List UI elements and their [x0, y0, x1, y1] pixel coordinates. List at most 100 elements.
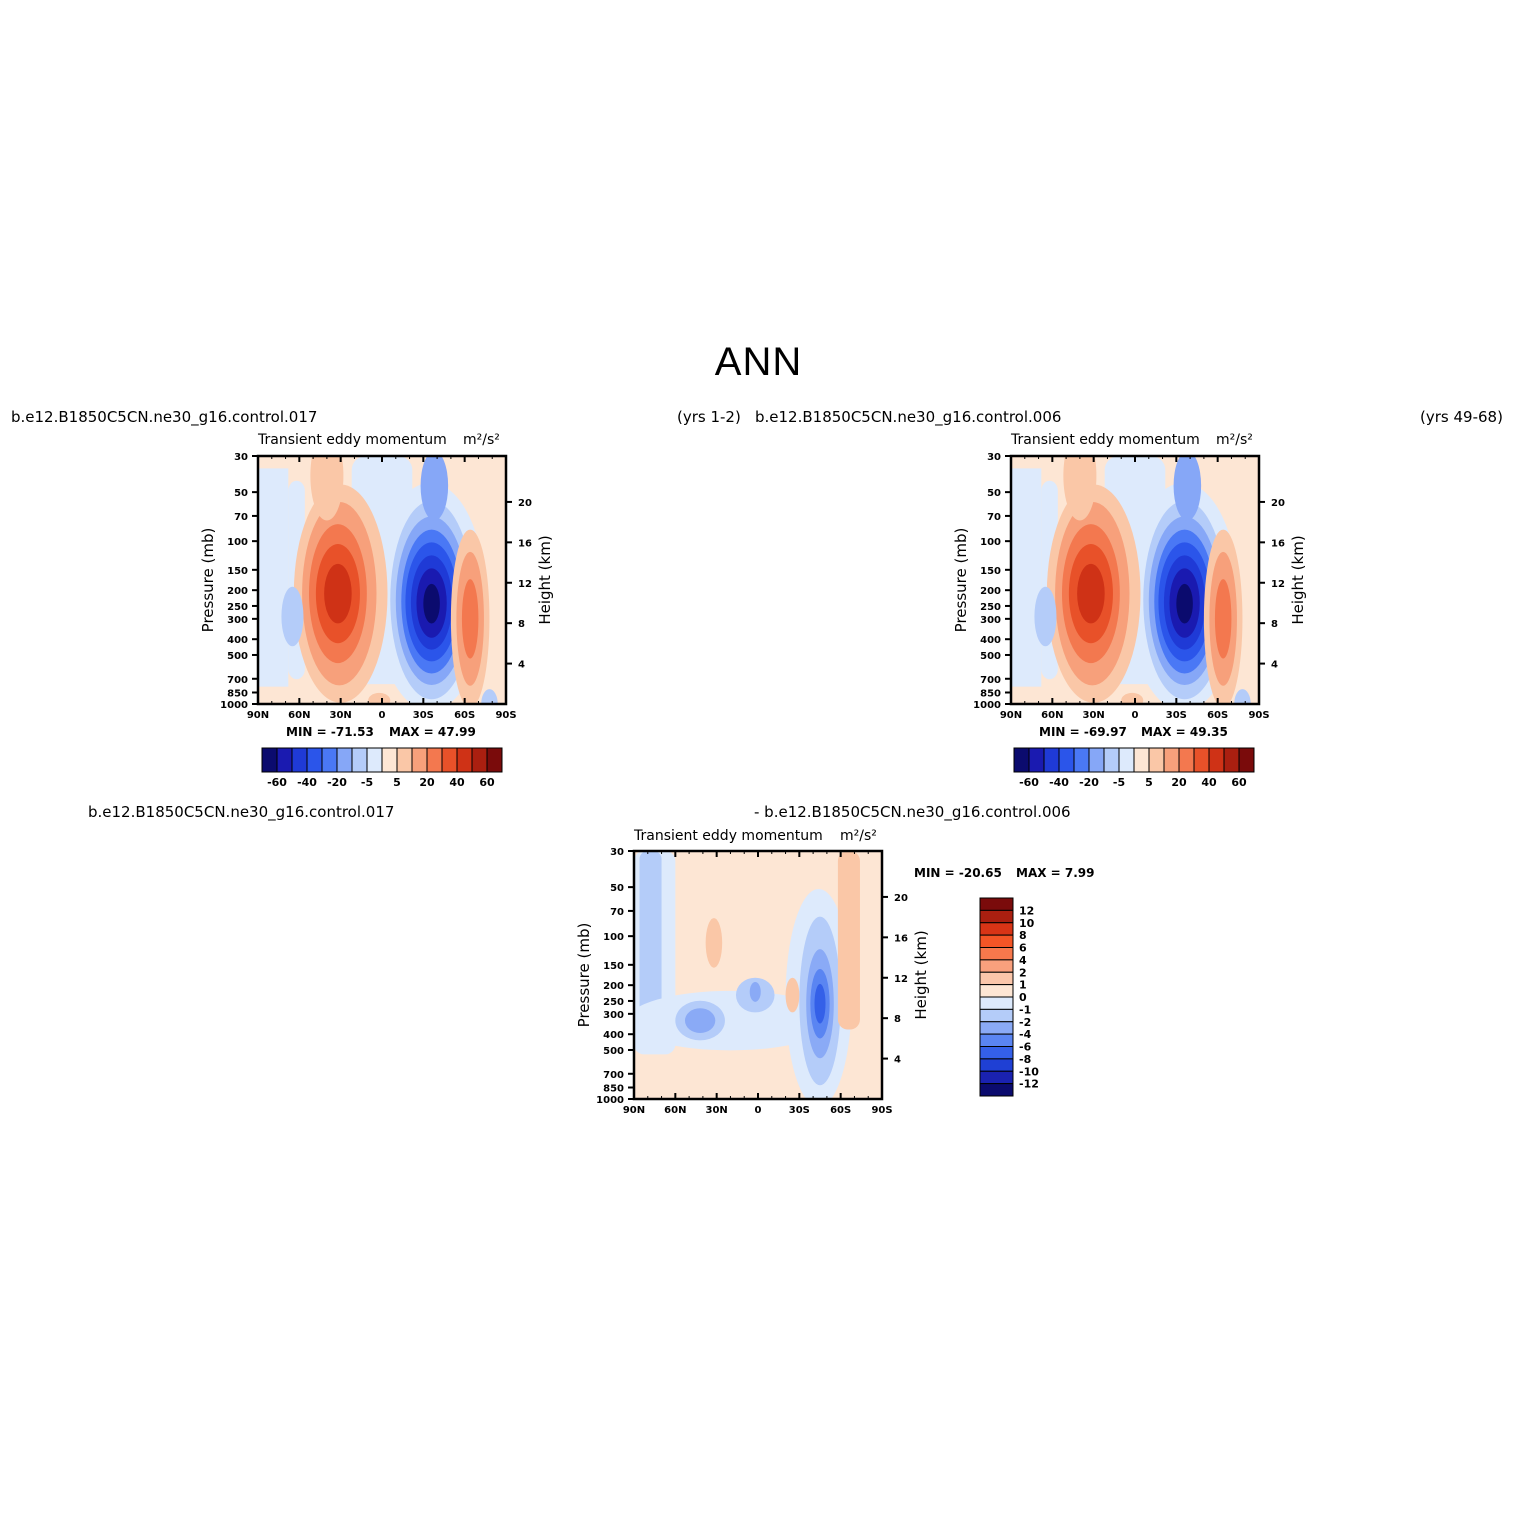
y-tick-label: 850: [980, 689, 1001, 700]
colorbar-box: [1073, 747, 1090, 773]
colorbar-box: [979, 934, 1014, 948]
colorbar-label: 5: [1145, 776, 1153, 789]
positive-contour: [705, 918, 723, 968]
colorbar-label: 40: [1201, 776, 1217, 789]
y-tick-label: 1000: [220, 700, 248, 711]
colorbar-box: [979, 959, 1014, 973]
colorbar-label: 20: [419, 776, 435, 789]
max-label-1: MAX = 47.99: [389, 725, 476, 739]
colorbar-label: -60: [267, 776, 287, 789]
x-tick-label: 90N: [247, 710, 269, 721]
colorbar-box: [426, 747, 443, 773]
y-tick-label: 500: [980, 651, 1001, 662]
x-tick-label: 90N: [1000, 710, 1022, 721]
y-tick-label: 300: [980, 615, 1001, 626]
y-right-tick-label: 16: [518, 538, 532, 549]
y-right-tick-label: 8: [518, 619, 525, 630]
y-tick-label: 200: [603, 981, 624, 992]
variable-label-2: Transient eddy momentum: [1011, 432, 1200, 448]
colorbar-box: [351, 747, 368, 773]
case-label-left-1: b.e12.B1850C5CN.ne30_g16.control.017: [11, 408, 318, 426]
colorbar-box: [276, 747, 293, 773]
colorbar-label: 10: [1019, 917, 1035, 930]
colorbar-box: [1163, 747, 1180, 773]
negative-contour: [749, 981, 761, 1002]
colorbar-box: [471, 747, 488, 773]
colorbar-box: [979, 1046, 1014, 1060]
colorbar-box: [1088, 747, 1105, 773]
colorbar-label: -6: [1019, 1041, 1032, 1054]
units-label-1: m²/s²: [463, 432, 500, 448]
colorbar-box: [979, 922, 1014, 936]
x-tick-label: 90S: [495, 710, 516, 721]
y-tick-label: 400: [603, 1030, 624, 1041]
y-tick-label: 30: [610, 847, 624, 858]
max-label-3: MAX = 7.99: [1016, 866, 1095, 880]
y-right-axis-label: Height (km): [536, 535, 554, 624]
colorbar-label: 12: [1019, 904, 1034, 917]
colorbar-label: -5: [361, 776, 373, 789]
positive-contour: [837, 851, 860, 1030]
y-tick-label: 250: [980, 602, 1001, 613]
colorbar-label: -5: [1113, 776, 1125, 789]
case-label-right-2: (yrs 49-68): [1420, 408, 1503, 426]
y-tick-label: 50: [610, 883, 624, 894]
y-right-tick-label: 12: [518, 579, 532, 590]
y-right-tick-label: 8: [1271, 619, 1278, 630]
y-right-axis-label: Height (km): [1289, 535, 1307, 624]
colorbar-box: [366, 747, 383, 773]
colorbar-box: [979, 947, 1014, 961]
negative-contour: [481, 689, 498, 704]
y-tick-label: 100: [227, 537, 248, 548]
colorbar-box: [336, 747, 353, 773]
positive-contour: [324, 563, 352, 624]
y-tick-label: 850: [603, 1084, 624, 1095]
y-tick-label: 150: [227, 566, 248, 577]
positive-contour: [1121, 692, 1144, 704]
y-tick-label: 50: [987, 488, 1001, 499]
colorbar-label: 0: [1019, 991, 1027, 1004]
colorbar-box: [979, 897, 1014, 911]
y-right-tick-label: 20: [894, 893, 908, 904]
y-tick-label: 300: [227, 615, 248, 626]
min-label-3: MIN = -20.65: [914, 866, 1002, 880]
x-tick-label: 0: [755, 1105, 762, 1116]
case-label-right-1: (yrs 1-2): [677, 408, 741, 426]
colorbar-label: -12: [1019, 1078, 1039, 1091]
colorbar-box: [261, 747, 278, 773]
x-tick-label: 30N: [706, 1105, 728, 1116]
colorbar-label: -60: [1019, 776, 1039, 789]
negative-contour: [814, 983, 826, 1024]
colorbar-box: [979, 1033, 1014, 1047]
colorbar-box: [321, 747, 338, 773]
y-axis-label: Pressure (mb): [952, 528, 970, 633]
colorbar-label: 4: [1019, 954, 1027, 967]
units-label-2: m²/s²: [1216, 432, 1253, 448]
colorbar-label: 60: [1231, 776, 1247, 789]
x-tick-label: 90N: [623, 1105, 645, 1116]
y-tick-label: 100: [980, 537, 1001, 548]
y-tick-label: 50: [234, 488, 248, 499]
x-tick-label: 30N: [1083, 710, 1105, 721]
colorbar-box: [1118, 747, 1135, 773]
colorbar-box: [1043, 747, 1060, 773]
colorbar-box: [1013, 747, 1030, 773]
y-tick-label: 70: [234, 512, 248, 523]
x-tick-label: 60N: [288, 710, 310, 721]
x-tick-label: 90S: [1248, 710, 1269, 721]
positive-contour: [1214, 579, 1232, 659]
y-tick-label: 200: [227, 586, 248, 597]
positive-contour: [461, 579, 479, 659]
colorbar-box: [979, 1070, 1014, 1085]
colorbar-box: [1028, 747, 1045, 773]
y-tick-label: 70: [987, 512, 1001, 523]
colorbar-label: -40: [1049, 776, 1069, 789]
colorbar-box: [1208, 747, 1225, 773]
colorbar-box: [979, 971, 1014, 986]
positive-contour: [1063, 456, 1097, 521]
negative-contour: [1234, 689, 1251, 704]
colorbar-box: [1238, 747, 1255, 773]
plot-area-1: 90N 60N 30N 0 30S 60S 90S 30 50 70 100 150 200 250 300…: [199, 452, 554, 721]
min-label-2: MIN = -69.97: [1039, 725, 1127, 739]
plot-area-2: 90N 60N 30N 0 30S 60S 90S 30 50 70 100 150 200 250 300…: [952, 452, 1307, 721]
